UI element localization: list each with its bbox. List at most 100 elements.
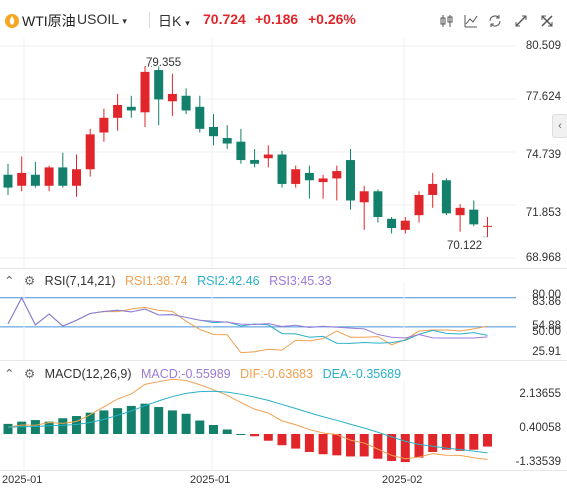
dif-value: DIF:-0.63683 [240,367,314,381]
macd-histogram-bar [140,403,150,434]
price-axis-label: 68.968 [525,252,561,264]
macd-histogram-bar [455,433,465,451]
draw-tool-button[interactable] [510,10,532,32]
macd-histogram-bar [3,423,13,434]
macd-title-bar: ⌃ ⚙ MACD(12,26,9) MACD:-0.55989 DIF:-0.6… [4,366,407,381]
price-change: +0.186 [255,11,299,27]
candle-body [263,154,273,159]
macd-histogram-bar [209,425,218,434]
price-chart[interactable] [0,38,567,270]
macd-histogram-bar [428,433,438,452]
rsi-chart[interactable] [0,282,567,362]
price-change-pct: +0.26% [308,11,356,27]
candle-body [85,134,95,170]
rsi-axis-label: 83.86 [532,296,561,308]
rsi2-value: RSI2:42.46 [197,274,260,288]
chevron-down-icon: ▾ [185,18,190,28]
symbol-selector[interactable]: USOIL ▾ [77,11,127,27]
macd-histogram-bar [167,410,177,434]
candle-body [72,169,81,186]
chevron-down-icon: ▾ [122,16,127,26]
macd-histogram-bar [359,433,369,457]
rsi-axis-label: 25.91 [532,346,561,358]
macd-histogram-bar [58,418,68,434]
macd-histogram-bar [469,433,479,450]
panel-divider [0,470,567,471]
candle-body [167,93,177,102]
macd-histogram-bar [44,421,54,434]
macd-histogram-bar [414,433,424,458]
macd-histogram-bar [441,433,451,450]
candle-body [44,167,54,186]
rsi3-value: RSI3:45.33 [269,274,332,288]
side-panel-toggle[interactable]: ‹ [552,114,567,138]
price-axis-label: 71.853 [525,207,561,219]
macd-histogram-bar [85,412,95,434]
macd-histogram-bar [236,433,246,435]
candle-body [414,194,424,216]
macd-axis-label: 0.40058 [519,422,561,434]
macd-histogram-bar [99,410,109,434]
macd-histogram-bar [483,433,492,447]
price-axis-label: 80.509 [525,40,561,52]
gear-icon[interactable]: ⚙ [23,274,36,288]
macd-histogram-bar [291,433,301,449]
macd-histogram-bar [181,413,191,434]
candle-style-icon [440,15,453,27]
candle-body [154,70,164,100]
candle-body [222,138,232,144]
collapse-up-icon[interactable]: ⌃ [4,367,15,381]
candle-body [373,191,383,217]
macd-histogram-bar [332,433,342,456]
candle-body [428,183,438,195]
candle-body [387,218,397,229]
candle-body [332,171,342,179]
candle-body [58,167,68,186]
interval-selector[interactable]: 日K ▾ [158,11,190,31]
candle-body [346,160,355,201]
macd-histogram-bar [250,433,260,437]
draw-icon [515,15,527,27]
low-price-marker: 70.122 [447,240,483,252]
price-axis-label: 77.624 [525,91,561,103]
price-axis-label: 74.739 [525,149,561,161]
candle-body [113,104,123,118]
candle-body [30,174,40,186]
sync-button[interactable] [484,10,506,32]
candle-style-button[interactable] [436,10,458,32]
chart-header: WTI原油 USOIL ▾ 日K ▾ 70.724 +0.186 +0.26% [0,0,567,40]
collapse-up-icon[interactable]: ⌃ [4,274,15,288]
sync-icon [489,15,501,27]
candle-body [236,141,246,161]
candle-body [3,174,13,188]
symbol-label: USOIL [77,11,119,27]
candle-body [140,71,150,113]
fullscreen-button[interactable] [536,10,558,32]
dea-line [7,390,488,454]
macd-histogram-bar [222,429,232,434]
macd-histogram-bar [373,433,383,459]
candle-body [304,172,314,181]
gear-icon[interactable]: ⚙ [23,367,36,381]
macd-histogram-bar [387,433,397,461]
rsi-axis-label: 50.00 [532,326,561,338]
dif-line [7,378,488,460]
candle-body [469,209,479,225]
dea-value: DEA:-0.35689 [322,367,402,381]
header-divider [149,12,150,28]
wti-logo-icon [5,14,19,28]
candle-body [209,126,218,137]
macd-histogram-bar [346,433,355,457]
macd-chart[interactable] [0,378,567,470]
indicator-settings-button[interactable] [460,10,482,32]
macd-histogram-bar [154,407,164,434]
macd-histogram-bar [304,433,314,452]
macd-histogram-bar [318,433,328,455]
fullscreen-icon [541,15,553,27]
indicator-settings-icon [464,15,478,28]
rsi1-value: RSI1:38.74 [125,274,188,288]
macd-value: MACD:-0.55989 [141,367,231,381]
high-price-marker: 79.355 [146,57,182,69]
macd-histogram-bar [400,433,410,463]
macd-histogram-bar [113,408,123,434]
